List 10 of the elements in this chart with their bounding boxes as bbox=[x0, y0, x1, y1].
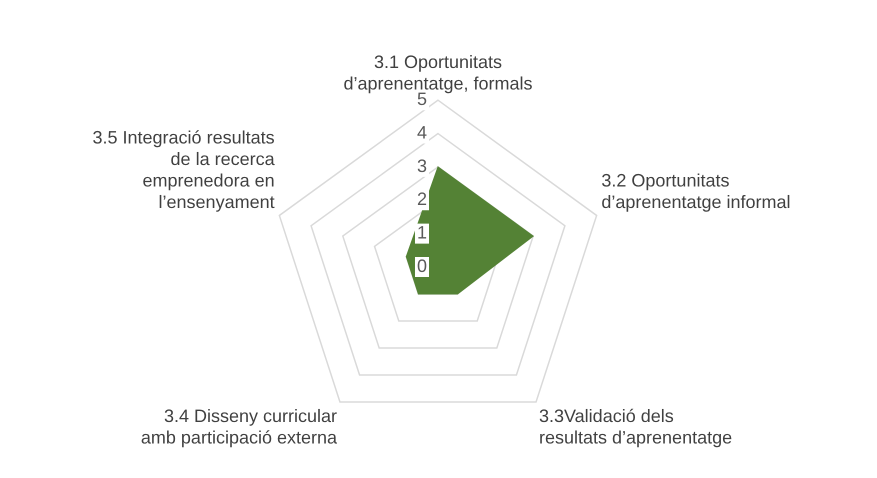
spoke-label: 3.2 Oportunitats d’aprenentatge informal bbox=[601, 170, 791, 212]
y-tick-label: 4 bbox=[416, 122, 428, 143]
y-tick-label: 5 bbox=[416, 89, 428, 110]
spoke-label: 3.5 Integració resultats de la recerca emprenedora en l’ensenyament bbox=[92, 127, 276, 212]
y-tick-label: 2 bbox=[416, 189, 428, 210]
spoke-label: 3.3Validació dels resultats d’aprenentatge bbox=[538, 406, 732, 448]
y-tick-label: 0 bbox=[416, 256, 428, 276]
y-tick-label: 1 bbox=[416, 222, 428, 243]
y-tick-label: 3 bbox=[416, 156, 428, 176]
spoke-label: 3.4 Disseny curricular amb participació externa bbox=[140, 406, 338, 448]
